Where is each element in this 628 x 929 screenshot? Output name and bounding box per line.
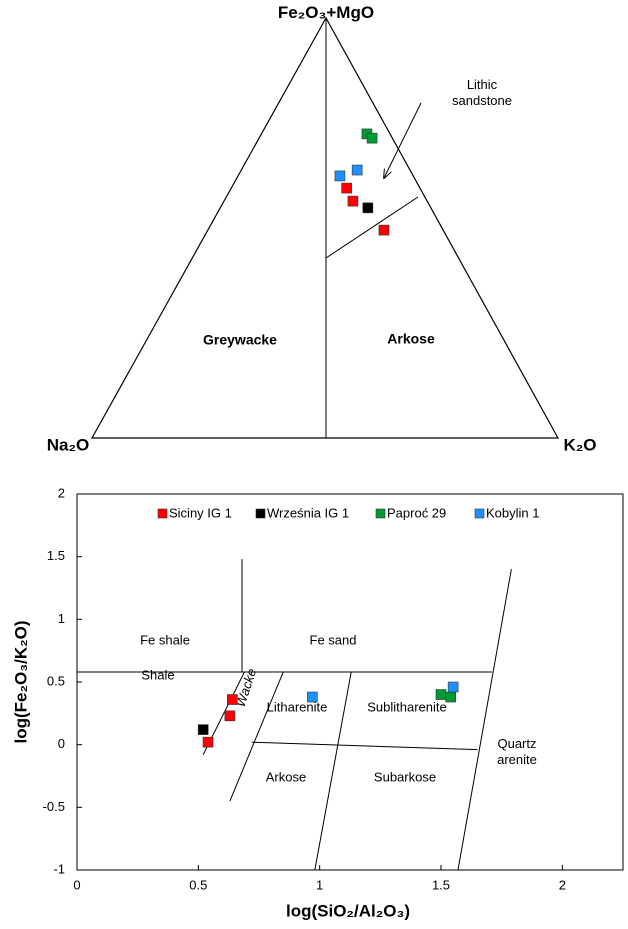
boundary: [325, 196, 419, 259]
boundary: [251, 741, 478, 751]
y-tick-label: 1: [58, 611, 65, 626]
region-label: Fe sand: [310, 632, 357, 647]
x-tick-label: 0: [73, 877, 80, 892]
region-label: Quartz arenite: [497, 736, 537, 767]
data-point: [435, 689, 447, 700]
data-point: [362, 202, 374, 214]
region-label: Fe shale: [140, 632, 190, 647]
data-point: [347, 195, 359, 207]
x-tick-label: 1: [316, 877, 323, 892]
arrow: [384, 102, 422, 178]
boundary: [229, 671, 284, 802]
vertex-label: K₂O: [563, 435, 596, 454]
region-label: Sublitharenite: [367, 699, 447, 714]
boundary: [457, 569, 512, 871]
ternary-frame: [90, 16, 560, 439]
legend-label: Paproć 29: [387, 505, 446, 520]
data-point: [366, 132, 378, 144]
region-label: Greywacke: [203, 332, 277, 348]
legend-swatch: [157, 508, 168, 519]
data-point: [197, 724, 209, 735]
legend-label: Kobylin 1: [486, 505, 539, 520]
data-point: [445, 691, 457, 703]
legend-label: Września IG 1: [267, 505, 349, 520]
legend-swatch: [474, 508, 485, 519]
y-tick-label: 0.5: [47, 673, 65, 688]
boundary: [314, 671, 352, 871]
y-tick-label: -0.5: [43, 799, 65, 814]
region-label: Subarkose: [374, 769, 436, 784]
x-tick-label: 2: [559, 877, 566, 892]
legend-label: Siciny IG 1: [169, 505, 232, 520]
y-axis-label: log(Fe₂O₃/K₂O): [11, 620, 30, 743]
legend-swatch: [375, 508, 386, 519]
y-tick-label: -1: [53, 861, 65, 876]
y-tick-label: 2: [58, 485, 65, 500]
data-point: [341, 182, 352, 194]
y-tick-label: 0: [58, 736, 65, 751]
vertex-label: Fe₂O₃+MgO: [278, 3, 374, 22]
vertex-label: Na₂O: [47, 435, 90, 454]
data-point: [334, 170, 346, 182]
y-tick-label: 1.5: [47, 548, 65, 563]
data-point: [378, 224, 390, 236]
region-label: Arkose: [387, 331, 435, 347]
data-point: [227, 694, 238, 705]
data-point: [224, 710, 236, 722]
data-point: [307, 691, 318, 703]
x-tick-label: 1.5: [432, 877, 450, 892]
legend-swatch: [255, 508, 266, 519]
region-label: Arkose: [266, 769, 306, 784]
data-point: [351, 164, 363, 176]
region-label: Litharenite: [267, 699, 328, 714]
data-point: [447, 681, 459, 693]
annotation: Lithic sandstone: [452, 77, 512, 108]
x-tick-label: 0.5: [189, 877, 207, 892]
x-axis-label: log(SiO₂/Al₂O₃): [286, 901, 410, 920]
region-label: Shale: [141, 667, 174, 682]
data-point: [202, 736, 214, 748]
